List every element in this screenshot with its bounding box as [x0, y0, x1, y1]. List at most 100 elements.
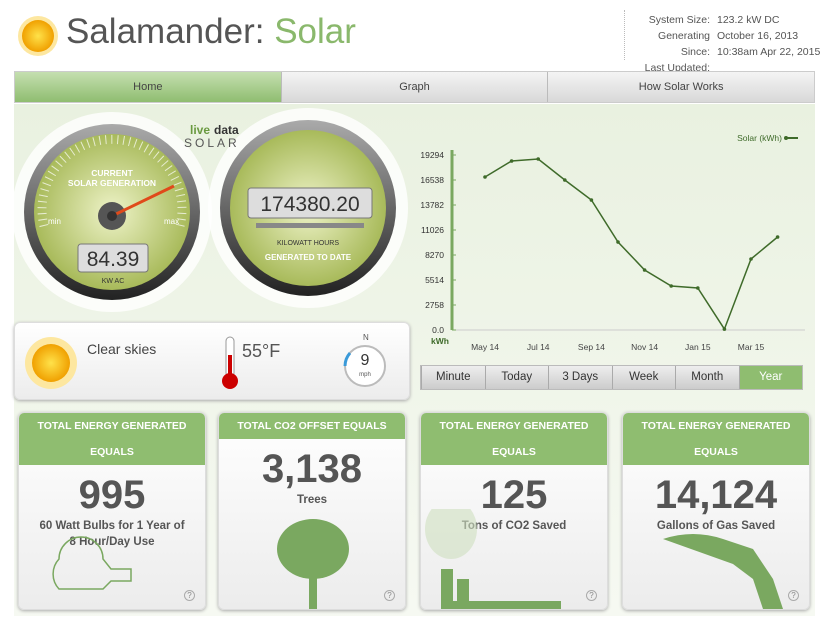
- info-label: System Size:: [648, 14, 710, 26]
- y-tick-label: 5514: [425, 275, 444, 285]
- y-tick-label: 13782: [420, 200, 444, 210]
- gauge-max: max: [164, 217, 179, 226]
- chart: 0.0 2758 5514 8270 11026 13782 16538 19294 kWh Ma…: [420, 133, 805, 352]
- range-button[interactable]: 3 Days: [548, 366, 612, 389]
- sun-icon: [25, 337, 77, 389]
- gauge-min: min: [48, 217, 61, 226]
- nav-tab[interactable]: Graph: [280, 72, 548, 102]
- y-tick-label: 11026: [421, 225, 444, 235]
- gauge-label: CURRENT: [91, 168, 133, 178]
- x-tick-label: Sep 14: [578, 342, 605, 352]
- meter-unit: KILOWATT HOURS: [277, 240, 339, 247]
- y-tick-label: 19294: [420, 150, 444, 160]
- range-button[interactable]: Week: [611, 366, 675, 389]
- card-header: TOTAL ENERGY GENERATED EQUALS: [421, 413, 607, 465]
- series-line: [484, 158, 779, 331]
- gauge-label: SOLAR GENERATION: [68, 178, 156, 188]
- app-title: Salamander: Solar: [66, 12, 356, 52]
- range-button[interactable]: Minute: [421, 366, 485, 389]
- card-icon: [425, 509, 561, 609]
- nav-tab[interactable]: How Solar Works: [547, 72, 815, 102]
- range-button[interactable]: Month: [675, 366, 739, 389]
- weather-condition: Clear skies: [87, 341, 157, 357]
- divider: [624, 10, 625, 60]
- y-tick-label: 0.0: [432, 325, 444, 335]
- logo-live: live: [190, 123, 210, 137]
- data-point: [749, 257, 753, 261]
- info-value: 123.2 kW DC: [717, 14, 780, 26]
- stat-card: TOTAL ENERGY GENERATED EQUALS 125 Tons of …: [420, 412, 608, 610]
- data-point: [669, 284, 673, 288]
- x-tick-label: Jan 15: [685, 342, 711, 352]
- y-axis-label: kWh: [431, 336, 449, 346]
- info-labels: System Size: Generating Since: Last Update…: [630, 12, 710, 76]
- help-button[interactable]: ?: [586, 590, 597, 601]
- data-point: [775, 235, 780, 239]
- card-header: TOTAL ENERGY GENERATED EQUALS: [19, 413, 205, 465]
- card-caption: Trees: [296, 494, 328, 506]
- gauges: CURRENT SOLAR GENERATION min max 84.39 K…: [14, 108, 408, 312]
- weather-panel: Clear skies 55°F N 9 mph: [14, 322, 410, 400]
- card-value: 995: [78, 473, 146, 517]
- thermometer: [222, 336, 238, 389]
- info-label: Generating Since:: [658, 30, 710, 58]
- x-tick-label: Nov 14: [631, 342, 658, 352]
- sun-logo: [18, 16, 58, 56]
- legend-swatch: [784, 136, 788, 140]
- card-caption: Gallons of Gas Saved: [656, 520, 776, 532]
- card-header: TOTAL CO2 OFFSET EQUALS: [219, 413, 405, 439]
- meter-reading: 174380.20: [260, 193, 359, 216]
- card-value: 14,124: [654, 473, 778, 517]
- legend-label: Solar (kWh): [737, 133, 782, 143]
- wind-dial: [343, 345, 386, 387]
- data-point: [589, 198, 594, 202]
- help-button[interactable]: ?: [384, 590, 395, 601]
- title: Salamander:: [66, 12, 265, 51]
- help-button[interactable]: ?: [184, 590, 195, 601]
- y-tick-label: 16538: [420, 175, 444, 185]
- logo-data: data: [214, 123, 239, 137]
- gauge-unit: KW AC: [102, 278, 125, 285]
- help-button[interactable]: ?: [788, 590, 799, 601]
- card-header: TOTAL ENERGY GENERATED EQUALS: [623, 413, 809, 465]
- card-icon: [277, 519, 349, 609]
- data-point: [536, 157, 540, 161]
- temperature: 55°F: [242, 341, 281, 361]
- card-icon: [663, 534, 783, 609]
- range-buttons: Minute Today 3 Days Week Month Year: [420, 365, 803, 390]
- data-point: [642, 268, 647, 272]
- nav-tab[interactable]: Home: [15, 72, 281, 102]
- stat-card: TOTAL CO2 OFFSET EQUALS 3,138 Trees?: [218, 412, 406, 610]
- y-tick-label: 8270: [425, 250, 444, 260]
- data-point: [563, 178, 567, 182]
- card-caption: Tons of CO2 Saved: [461, 520, 567, 532]
- card-value: 125: [480, 473, 548, 517]
- logo-solar: SOLAR: [184, 136, 240, 150]
- range-button[interactable]: Today: [484, 366, 548, 389]
- range-button[interactable]: Year: [738, 366, 802, 389]
- card-icon: [52, 536, 132, 590]
- info-value: October 16, 2013: [717, 30, 799, 42]
- wind-unit: mph: [359, 372, 371, 378]
- wind-direction: N: [363, 333, 369, 342]
- x-tick-label: Mar 15: [738, 342, 765, 352]
- stat-card: TOTAL ENERGY GENERATED EQUALS 14,124 Gallo…: [622, 412, 810, 610]
- data-point: [722, 327, 727, 331]
- x-tick-label: Jul 14: [527, 342, 550, 352]
- info-value: 10:38am Apr 22, 2015: [717, 46, 821, 58]
- stat-card: TOTAL ENERGY GENERATED EQUALS 995 60 Watt …: [18, 412, 206, 610]
- nav-bar: Home Graph How Solar Works: [14, 71, 815, 103]
- data-point: [616, 240, 620, 244]
- meter-caption: GENERATED TO DATE: [265, 253, 352, 262]
- data-point: [696, 286, 700, 290]
- wind-speed: 9: [360, 352, 370, 369]
- data-point: [483, 175, 487, 179]
- info-values: 123.2 kW DC October 16, 2013 10:38am Apr 2…: [717, 12, 820, 60]
- card-value: 3,138: [261, 447, 363, 491]
- x-tick-label: May 14: [471, 342, 499, 352]
- data-point: [509, 159, 514, 163]
- y-tick-label: 2758: [425, 300, 444, 310]
- gauge-reading: 84.39: [87, 248, 140, 271]
- title-accent: Solar: [274, 12, 356, 51]
